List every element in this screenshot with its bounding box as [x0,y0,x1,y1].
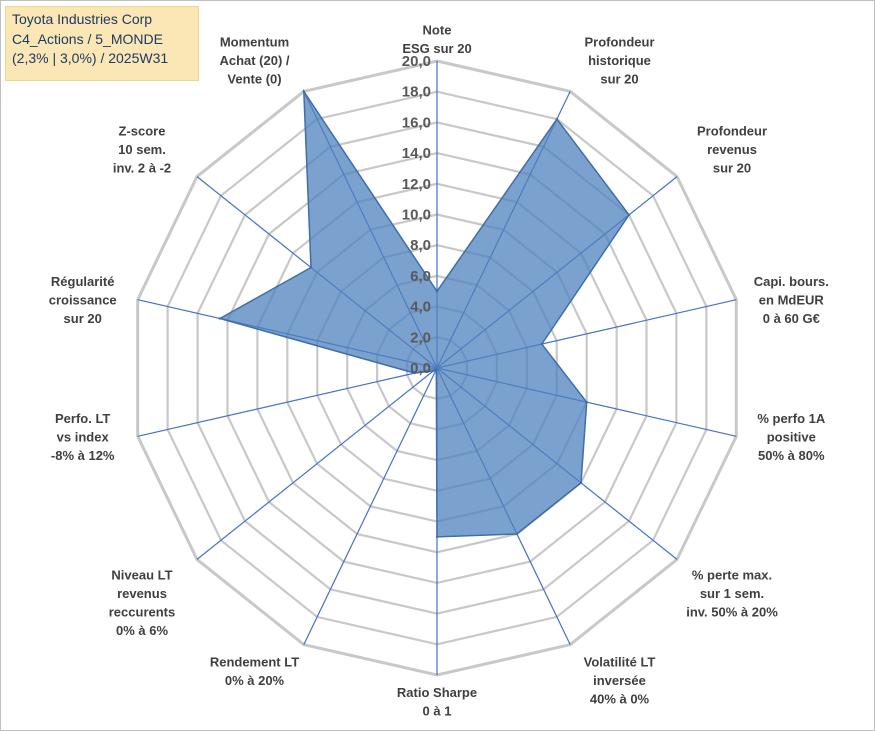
axis-label: Momentum Achat (20) / Vente (0) [219,34,289,86]
axis-label-line: 50% à 80% [758,448,825,463]
data-point [555,117,559,121]
data-point [540,342,543,346]
axis-label-line: Niveau LT [111,567,172,582]
axis-spoke [137,367,438,437]
tick-label: 8,0 [410,237,431,254]
axis-label: % perte max. sur 1 sem. inv. 50% à 20% [686,567,778,619]
tick-label: 2,0 [410,329,431,346]
axis-label-line: 0% à 6% [116,623,168,638]
axis-label-line: % perfo 1A [757,411,826,426]
axis-label-line: reccurents [109,604,175,619]
tick-label: 4,0 [410,299,431,316]
axis-label: Volatilité LT inversée 40% à 0% [584,655,656,707]
axis-label-line: revenus [707,142,757,157]
axis-label: Rendement LT 0% à 20% [210,655,299,689]
axis-label-line: en MdEUR [759,293,825,308]
axis-label: Profondeur historique sur 20 [584,34,654,86]
data-point [302,90,305,93]
axis-label-line: inversée [593,673,646,688]
axis-label-line: Profondeur [584,34,654,49]
tick-label: 10,0 [402,207,431,224]
axis-label: Régularité croissance sur 20 [49,274,117,326]
axis-label: Note ESG sur 20 [402,23,471,57]
axis-label-line: Rendement LT [210,655,299,670]
axis-label-line: Momentum [220,34,289,49]
data-point [413,371,416,375]
axis-spoke [196,367,438,560]
tick-label: 6,0 [410,268,431,285]
axis-label: % perfo 1A positive 50% à 80% [757,411,826,463]
axis-label: Z-score 10 sem. inv. 2 à -2 [113,124,171,176]
data-point [627,213,631,217]
axis-label: Perfo. LT vs index -8% à 12% [51,411,115,463]
tick-label: 20,0 [402,53,431,70]
axis-label: Ratio Sharpe 0 à 1 [397,685,477,719]
tick-label: 14,0 [402,145,431,162]
axis-label-line: croissance [49,293,117,308]
axis-label: Niveau LT revenus reccurents 0% à 6% [109,567,175,638]
axis-label-line: revenus [117,586,167,601]
chart-title-box: Toyota Industries Corp C4_Actions / 5_MO… [5,6,199,81]
data-point [585,401,588,404]
axis-label-line: Profondeur [697,124,767,139]
axis-label-line: ESG sur 20 [402,41,471,56]
tick-label: 18,0 [402,84,431,101]
axis-label-line: Régularité [51,274,115,289]
axis-label-line: 0 à 60 G€ [763,311,820,326]
axis-label-line: positive [767,429,816,444]
axis-label-line: inv. 2 à -2 [113,161,171,176]
data-point [432,369,435,373]
data-point [579,481,583,484]
title-line-period: (2,3% | 3,0%) / 2025W31 [12,50,169,66]
axis-label-line: 0% à 20% [225,673,285,688]
axis-label-line: sur 1 sem. [700,586,764,601]
axis-label-line: sur 20 [713,161,751,176]
data-point [309,266,313,269]
axis-label-line: sur 20 [600,71,638,86]
tick-label: 12,0 [402,176,431,193]
axis-label-line: vs index [57,429,110,444]
axis-label-line: Volatilité LT [584,655,656,670]
axis-label-line: Achat (20) / [219,53,289,68]
axis-label: Profondeur revenus sur 20 [697,124,767,176]
axis-label-line: Perfo. LT [55,411,110,426]
axis-label-line: Ratio Sharpe [397,685,477,700]
title-line-company: Toyota Industries Corp [12,11,153,27]
axis-spoke [303,367,438,645]
data-point [435,368,438,371]
data-point [435,290,439,293]
axis-label-line: historique [588,53,651,68]
axis-label-line: % perte max. [692,567,772,582]
title-line-category: C4_Actions / 5_MONDE [12,30,163,47]
axis-label-line: 10 sem. [118,142,166,157]
axis-label-line: Vente (0) [227,71,281,86]
data-point [218,317,222,320]
axis-label-line: 40% à 0% [590,692,650,707]
tick-label: 16,0 [402,114,431,131]
axis-label-line: Capi. bours. [754,274,829,289]
axis-label-line: -8% à 12% [51,448,115,463]
axis-label: Capi. bours. en MdEUR 0 à 60 G€ [754,274,829,326]
data-point [515,532,519,536]
axis-label-line: 0 à 1 [423,704,452,719]
data-point [435,535,439,539]
axis-label-line: sur 20 [64,311,102,326]
axis-label-line: inv. 50% à 20% [686,604,778,619]
tick-label: 0,0 [410,360,431,377]
axis-label-line: Note [423,23,452,38]
axis-label-line: Z-score [119,124,166,139]
